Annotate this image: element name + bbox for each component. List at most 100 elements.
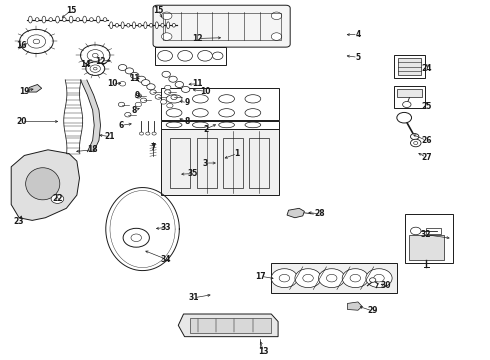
Ellipse shape bbox=[144, 22, 147, 29]
Circle shape bbox=[271, 33, 282, 40]
Text: 34: 34 bbox=[161, 255, 171, 264]
Ellipse shape bbox=[110, 22, 113, 29]
Ellipse shape bbox=[149, 23, 153, 27]
Text: 14: 14 bbox=[80, 60, 91, 69]
Bar bbox=[271, 263, 397, 293]
Text: 35: 35 bbox=[187, 169, 197, 178]
Circle shape bbox=[162, 33, 172, 40]
Circle shape bbox=[120, 81, 126, 86]
Circle shape bbox=[303, 274, 313, 282]
Text: 16: 16 bbox=[17, 41, 27, 50]
Circle shape bbox=[93, 53, 98, 58]
Circle shape bbox=[87, 50, 103, 61]
Text: 22: 22 bbox=[52, 194, 63, 203]
Text: 9: 9 bbox=[135, 91, 140, 100]
Bar bbox=[426, 228, 441, 234]
FancyBboxPatch shape bbox=[153, 5, 290, 47]
Text: 2: 2 bbox=[203, 125, 208, 134]
Circle shape bbox=[131, 234, 142, 242]
Circle shape bbox=[326, 274, 337, 282]
Circle shape bbox=[123, 228, 149, 247]
Ellipse shape bbox=[69, 16, 73, 23]
Circle shape bbox=[411, 227, 421, 235]
Text: 12: 12 bbox=[95, 57, 106, 66]
Ellipse shape bbox=[83, 16, 87, 23]
Polygon shape bbox=[80, 80, 100, 152]
Text: 8: 8 bbox=[185, 117, 190, 126]
Bar bbox=[410, 235, 443, 260]
Text: 17: 17 bbox=[255, 272, 266, 281]
Text: 28: 28 bbox=[315, 210, 325, 219]
Ellipse shape bbox=[56, 16, 59, 23]
Ellipse shape bbox=[97, 16, 100, 23]
Circle shape bbox=[318, 269, 345, 288]
Text: 9: 9 bbox=[185, 98, 190, 107]
Text: 31: 31 bbox=[189, 293, 199, 302]
Circle shape bbox=[169, 76, 177, 82]
Circle shape bbox=[271, 12, 282, 19]
Circle shape bbox=[213, 52, 223, 60]
Circle shape bbox=[33, 39, 40, 44]
Text: 1: 1 bbox=[235, 149, 240, 158]
Ellipse shape bbox=[62, 18, 66, 22]
Text: 33: 33 bbox=[161, 223, 171, 232]
Circle shape bbox=[350, 274, 361, 282]
Bar bbox=[393, 55, 425, 78]
Circle shape bbox=[80, 45, 110, 66]
Circle shape bbox=[27, 35, 46, 48]
Text: 11: 11 bbox=[193, 79, 203, 88]
Bar bbox=[397, 89, 422, 97]
Circle shape bbox=[165, 90, 171, 94]
Ellipse shape bbox=[127, 23, 130, 27]
Circle shape bbox=[141, 98, 147, 103]
Bar bbox=[163, 13, 281, 40]
Ellipse shape bbox=[42, 16, 46, 23]
Circle shape bbox=[403, 102, 411, 108]
Circle shape bbox=[175, 81, 184, 87]
Circle shape bbox=[411, 139, 421, 147]
Bar bbox=[196, 139, 217, 188]
Text: 7: 7 bbox=[150, 143, 156, 152]
Text: 24: 24 bbox=[421, 64, 432, 73]
Circle shape bbox=[279, 274, 290, 282]
Text: 30: 30 bbox=[380, 281, 391, 290]
Circle shape bbox=[147, 84, 155, 90]
Circle shape bbox=[139, 132, 144, 135]
Text: 25: 25 bbox=[421, 102, 432, 111]
Bar bbox=[171, 139, 190, 188]
Circle shape bbox=[94, 67, 97, 70]
Text: 32: 32 bbox=[421, 230, 432, 239]
Circle shape bbox=[135, 94, 142, 98]
Circle shape bbox=[366, 269, 392, 288]
Circle shape bbox=[271, 269, 297, 288]
Circle shape bbox=[51, 194, 64, 203]
Ellipse shape bbox=[172, 23, 175, 27]
Ellipse shape bbox=[155, 22, 158, 29]
Circle shape bbox=[342, 269, 368, 288]
Text: 13: 13 bbox=[258, 347, 269, 356]
Text: 6: 6 bbox=[119, 121, 124, 130]
Circle shape bbox=[369, 278, 376, 282]
Circle shape bbox=[152, 132, 156, 135]
Text: 26: 26 bbox=[421, 136, 432, 145]
Ellipse shape bbox=[115, 23, 119, 27]
Bar bbox=[161, 87, 279, 120]
Circle shape bbox=[130, 72, 139, 78]
Circle shape bbox=[150, 90, 156, 94]
Polygon shape bbox=[166, 172, 182, 180]
Bar bbox=[398, 58, 421, 75]
Text: 4: 4 bbox=[355, 30, 361, 39]
Ellipse shape bbox=[138, 23, 141, 27]
Text: 23: 23 bbox=[14, 217, 24, 226]
Polygon shape bbox=[29, 85, 42, 92]
Text: 19: 19 bbox=[19, 87, 29, 96]
Bar bbox=[405, 214, 453, 263]
Text: 8: 8 bbox=[132, 106, 137, 115]
Ellipse shape bbox=[76, 18, 80, 22]
Circle shape bbox=[181, 86, 190, 93]
Circle shape bbox=[171, 95, 177, 100]
Ellipse shape bbox=[132, 22, 136, 29]
Text: 20: 20 bbox=[17, 117, 27, 126]
Circle shape bbox=[125, 68, 134, 74]
Circle shape bbox=[20, 30, 53, 54]
